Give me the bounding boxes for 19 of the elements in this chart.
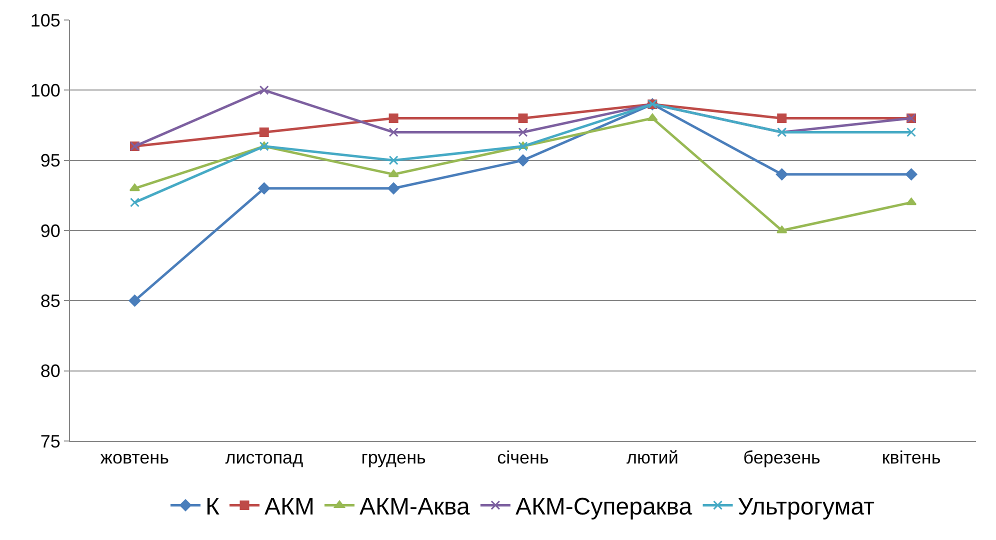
- x-tick-label: грудень: [361, 448, 426, 468]
- y-tick-label: 100: [30, 80, 60, 100]
- x-tick-label: лютий: [626, 448, 678, 468]
- y-tick-label: 85: [40, 290, 60, 311]
- y-tick-label: 90: [40, 220, 60, 241]
- y-tick-label: 80: [40, 361, 60, 382]
- y-tick-label: 75: [40, 431, 60, 452]
- legend-label: АКМ-Аква: [359, 494, 470, 521]
- x-tick-label: листопад: [225, 448, 304, 468]
- legend-label: Ультрогумат: [738, 494, 875, 521]
- y-tick-label: 105: [30, 10, 60, 30]
- x-tick-label: квітень: [882, 448, 941, 468]
- x-tick-label: жовтень: [100, 448, 170, 468]
- x-tick-label: березень: [743, 448, 820, 468]
- x-tick-label: січень: [497, 448, 549, 468]
- legend-label: АКМ-Супераква: [515, 494, 693, 521]
- legend-label: К: [206, 494, 220, 521]
- legend-label: АКМ: [264, 494, 314, 521]
- y-tick-label: 95: [40, 150, 60, 171]
